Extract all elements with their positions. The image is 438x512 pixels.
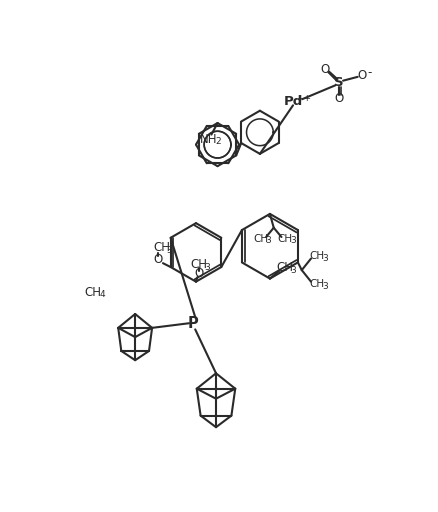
Text: 3: 3 <box>290 266 296 274</box>
Text: 3: 3 <box>290 237 296 245</box>
Text: CH: CH <box>277 261 294 274</box>
Text: CH: CH <box>278 233 293 244</box>
Text: CH: CH <box>191 258 208 271</box>
Text: ++: ++ <box>296 94 311 103</box>
Text: S: S <box>334 76 344 90</box>
Text: NH: NH <box>200 133 218 146</box>
Text: 3: 3 <box>265 237 271 245</box>
Text: O: O <box>335 92 344 105</box>
Text: Pd: Pd <box>283 95 303 108</box>
Text: 3: 3 <box>322 254 328 263</box>
Text: CH: CH <box>310 279 325 289</box>
Text: 3: 3 <box>322 282 328 291</box>
Text: CH: CH <box>84 286 101 299</box>
Text: 3: 3 <box>204 263 210 271</box>
Text: 4: 4 <box>99 290 105 299</box>
Text: O: O <box>194 267 204 281</box>
Text: CH: CH <box>253 233 268 244</box>
Text: O: O <box>321 62 330 76</box>
Text: -: - <box>367 66 371 79</box>
Text: O: O <box>154 253 163 266</box>
Text: 3: 3 <box>166 246 172 254</box>
Text: CH: CH <box>153 241 170 254</box>
Text: 2: 2 <box>215 137 221 146</box>
Text: O: O <box>358 69 367 82</box>
Text: CH: CH <box>310 251 325 261</box>
Text: P: P <box>187 316 198 331</box>
